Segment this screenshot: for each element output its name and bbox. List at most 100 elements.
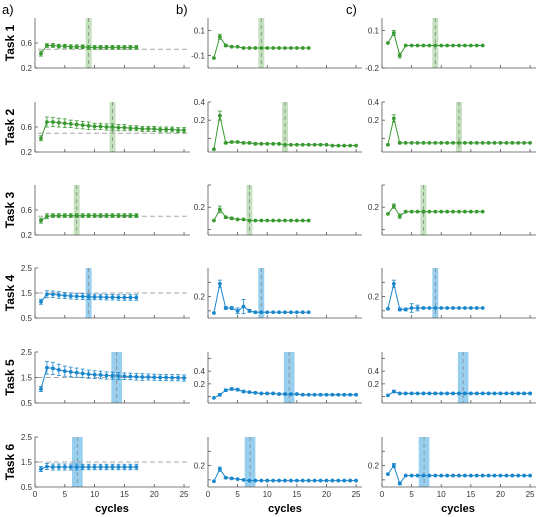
- data-point: [492, 473, 497, 478]
- data-point: [474, 473, 479, 478]
- data-point: [445, 141, 450, 145]
- data-point: [330, 478, 335, 483]
- data-point: [45, 464, 49, 469]
- data-point: [212, 218, 216, 223]
- data-point: [300, 218, 305, 223]
- data-point: [241, 304, 246, 309]
- y-tick-label: 0.2: [368, 293, 380, 302]
- row-label: Task 6: [3, 443, 17, 480]
- data-point: [223, 388, 228, 393]
- data-point: [480, 473, 485, 478]
- data-point: [283, 392, 287, 396]
- data-point: [56, 293, 61, 297]
- data-point: [468, 209, 473, 214]
- data-point: [134, 126, 139, 131]
- data-point: [498, 391, 503, 396]
- data-point: [348, 478, 353, 483]
- data-point: [504, 473, 509, 478]
- data-point: [271, 218, 276, 223]
- data-point: [348, 392, 353, 397]
- data-point: [386, 306, 390, 311]
- data-point: [324, 142, 329, 147]
- data-point: [265, 391, 270, 396]
- data-point: [271, 46, 276, 50]
- data-point: [253, 478, 258, 483]
- y-tick-label: 0.2: [194, 116, 206, 125]
- data-point: [247, 46, 252, 50]
- data-point: [403, 391, 408, 396]
- data-point: [128, 465, 133, 469]
- data-point: [289, 478, 293, 483]
- y-tick-label: 2.5: [21, 264, 33, 273]
- y-tick-label: 2.5: [21, 433, 33, 442]
- y-tick-label: 0.2: [368, 116, 380, 125]
- data-point: [342, 478, 347, 483]
- data-point: [68, 465, 73, 469]
- data-point: [92, 45, 97, 50]
- data-point: [306, 310, 311, 315]
- data-point: [247, 308, 252, 313]
- column-label-a: a): [2, 2, 14, 17]
- panel-2-b: 0.2 0.4: [194, 98, 362, 153]
- data-point: [74, 294, 79, 299]
- y-tick-label: -0.1: [191, 52, 205, 61]
- data-point: [223, 475, 228, 480]
- data-point: [62, 121, 67, 126]
- data-point: [474, 141, 479, 145]
- data-point: [306, 218, 311, 223]
- data-point: [354, 478, 358, 483]
- data-point: [463, 391, 467, 396]
- data-point: [433, 43, 438, 48]
- data-point: [212, 311, 216, 315]
- data-point: [421, 473, 426, 478]
- data-point: [259, 218, 264, 223]
- data-point: [235, 308, 240, 313]
- data-point: [265, 46, 270, 50]
- y-tick-label: 0.4: [194, 367, 206, 376]
- data-point: [235, 44, 240, 49]
- x-tick-label: 10: [90, 490, 99, 499]
- data-point: [336, 478, 341, 483]
- data-point: [468, 141, 473, 145]
- data-point: [474, 306, 479, 310]
- panel-5-b: 0.20.4: [194, 352, 362, 404]
- column-label-b: b): [176, 2, 188, 17]
- x-tick-label: 10: [263, 490, 272, 499]
- data-point: [217, 113, 222, 118]
- data-point: [457, 306, 461, 310]
- data-point: [223, 215, 228, 220]
- data-point: [397, 53, 402, 58]
- data-point: [439, 141, 444, 145]
- data-point: [433, 306, 438, 310]
- data-point: [140, 375, 145, 379]
- data-point: [152, 126, 157, 131]
- data-point: [283, 310, 287, 315]
- data-point: [397, 307, 402, 312]
- data-point: [122, 374, 127, 379]
- data-point: [439, 391, 444, 396]
- data-point: [212, 396, 216, 400]
- x-tick-label: 20: [322, 490, 331, 499]
- data-point: [522, 473, 527, 478]
- data-point: [318, 478, 323, 483]
- row-label: Task 1: [3, 24, 17, 61]
- data-point: [110, 213, 115, 218]
- data-point: [128, 45, 133, 50]
- data-point: [164, 375, 169, 380]
- data-point: [403, 307, 408, 312]
- data-point: [56, 120, 61, 125]
- data-point: [409, 306, 414, 310]
- data-point: [229, 216, 234, 221]
- data-point: [463, 209, 467, 214]
- data-point: [445, 306, 450, 310]
- data-point: [463, 306, 467, 310]
- data-point: [486, 391, 491, 396]
- data-point: [50, 465, 55, 469]
- data-point: [212, 147, 216, 152]
- data-point: [445, 473, 450, 478]
- data-point: [445, 391, 450, 396]
- data-point: [45, 365, 49, 370]
- data-point: [283, 142, 287, 147]
- data-point: [253, 46, 258, 50]
- data-point: [289, 310, 293, 315]
